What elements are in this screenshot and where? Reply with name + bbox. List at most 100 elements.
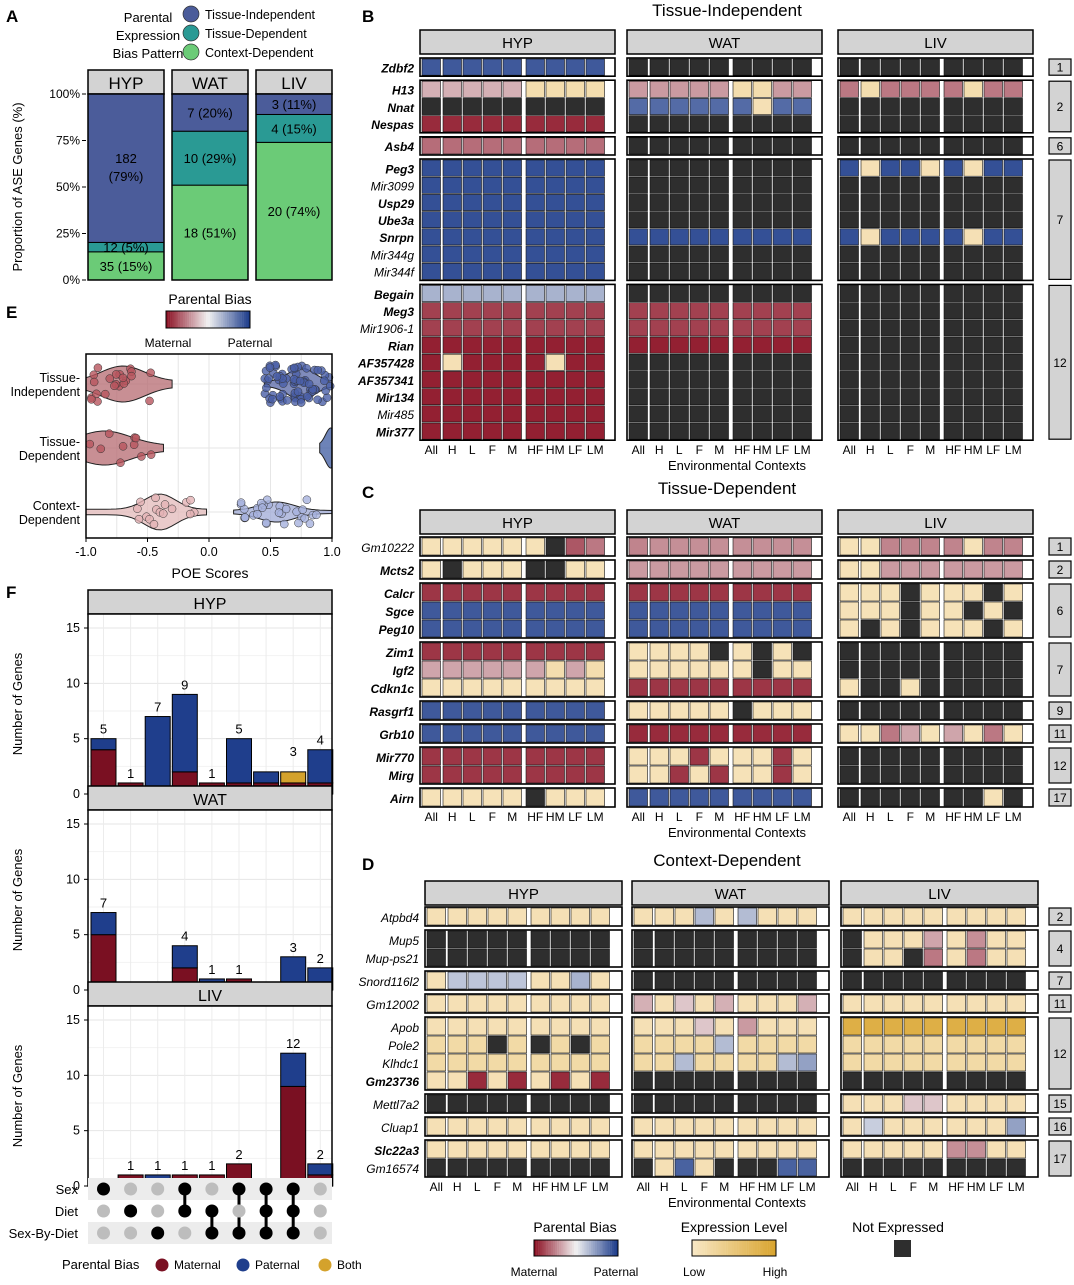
heat-cell [530, 930, 550, 949]
heat-cell [1003, 422, 1023, 440]
set-label: Sex [56, 1182, 79, 1197]
heat-cell [669, 245, 689, 263]
heat-cell [752, 245, 772, 263]
heat-cell [689, 422, 709, 440]
heat-cell [863, 1017, 883, 1036]
group-frame [631, 1116, 830, 1137]
facet-label: HYP [109, 74, 144, 93]
heat-cell [565, 228, 585, 246]
group-frame [419, 559, 616, 580]
heat-cell [669, 788, 689, 807]
heat-cell [426, 1140, 446, 1159]
y-tick-label: 0 [73, 787, 80, 801]
gradient-step [710, 1240, 714, 1256]
heat-cell [426, 1071, 446, 1090]
heat-cell [880, 159, 900, 177]
heat-cell [983, 788, 1003, 807]
heat-cell [550, 1035, 570, 1054]
heat-cell [839, 642, 859, 661]
heat-cell [943, 765, 963, 784]
group-frame [626, 787, 823, 808]
heat-cell [963, 583, 983, 602]
panel-label-C: C [362, 483, 374, 502]
heat-cell [839, 194, 859, 211]
context-label: HF [734, 810, 750, 824]
heat-cell [462, 80, 482, 98]
heat-cell [507, 1140, 527, 1159]
heat-cell [752, 176, 772, 194]
heat-cell [709, 80, 729, 98]
gene-label: Mir770 [376, 751, 414, 765]
heat-cell [507, 971, 527, 990]
heat-cell [946, 1035, 966, 1054]
heat-cell [447, 1140, 467, 1159]
heat-cell [943, 619, 963, 638]
gene-label: Zdbf2 [380, 61, 414, 75]
y-tick-label: 10 [66, 872, 80, 886]
heat-cell [482, 302, 502, 320]
heat-cell [839, 371, 859, 388]
legend-item: Tissue-Dependent [205, 27, 307, 41]
gradient-step [540, 1240, 543, 1256]
heat-cell [585, 422, 605, 440]
heat-cell [983, 560, 1003, 579]
heat-cell [920, 194, 940, 211]
heat-cell [585, 194, 605, 211]
group-label: 7 [1057, 663, 1064, 677]
heat-cell [565, 660, 585, 679]
heat-cell [752, 262, 772, 280]
heat-cell [860, 619, 880, 638]
heat-cell [565, 336, 585, 354]
heat-cell [732, 159, 752, 177]
heat-cell [585, 405, 605, 423]
heat-cell [966, 948, 986, 967]
heat-cell [633, 1117, 653, 1136]
bar-label: 12 (5%) [103, 240, 149, 255]
heat-cell [903, 1017, 923, 1036]
heat-cell [487, 1140, 507, 1159]
bar-count-label: 3 [290, 744, 297, 759]
heat-cell [530, 1140, 550, 1159]
heat-cell [986, 971, 1006, 990]
heat-cell [963, 98, 983, 115]
legend-title: Expression Level [681, 1219, 788, 1235]
x-axis-label: Environmental Contexts [668, 825, 807, 840]
tissue-label: HYP [508, 886, 539, 903]
heat-cell [462, 58, 482, 76]
context-label: H [448, 810, 457, 824]
stacked-bar-segment [90, 912, 117, 936]
heat-cell [628, 245, 648, 263]
heat-cell [545, 176, 565, 194]
heat-cell [467, 1094, 487, 1113]
heat-cell [983, 765, 1003, 784]
heat-cell [943, 58, 963, 76]
heat-cell [900, 422, 920, 440]
heat-cell [757, 930, 777, 949]
gene-label: Mettl7a2 [373, 1098, 419, 1112]
heat-cell [525, 601, 545, 620]
heat-cell [963, 371, 983, 388]
group-strip [1048, 788, 1072, 807]
heat-cell [943, 724, 963, 743]
heat-cell [709, 302, 729, 320]
heat-cell [545, 405, 565, 423]
heat-cell [752, 660, 772, 679]
heat-cell [792, 245, 812, 263]
heat-cell [714, 1053, 734, 1072]
heat-cell [482, 115, 502, 133]
data-point [258, 503, 267, 512]
heat-cell [421, 422, 441, 440]
heat-cell [777, 1035, 797, 1054]
heat-cell [525, 660, 545, 679]
bar-label: 20 (74%) [268, 204, 321, 219]
data-point [313, 365, 323, 375]
heat-cell [426, 971, 446, 990]
heat-cell [442, 765, 462, 784]
heat-cell [986, 907, 1006, 926]
gradient-step [717, 1240, 720, 1256]
heat-cell [860, 701, 880, 720]
heat-cell [525, 228, 545, 246]
heat-cell [757, 1158, 777, 1177]
data-point [167, 504, 177, 514]
heat-cell [792, 302, 812, 320]
